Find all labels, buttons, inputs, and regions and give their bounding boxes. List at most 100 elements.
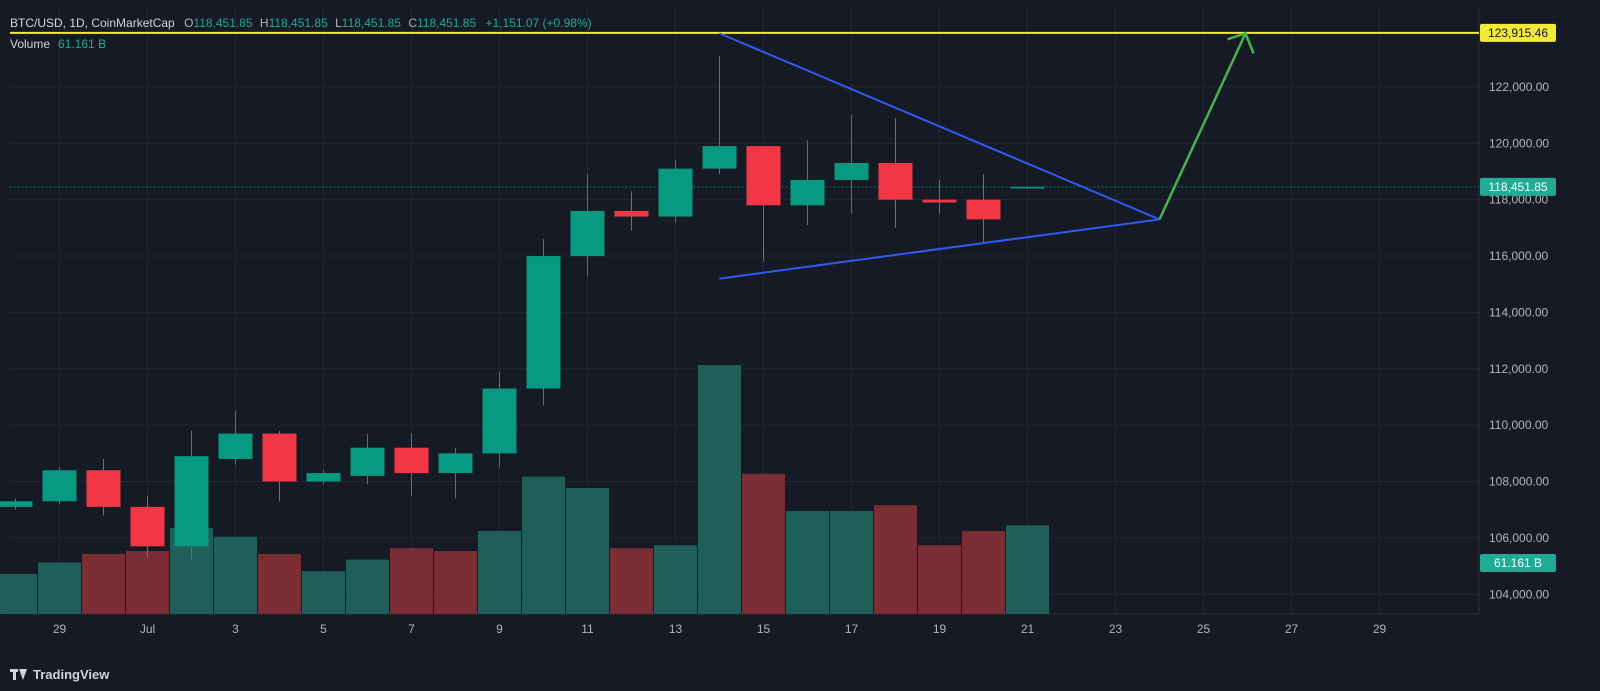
candle-body[interactable] (482, 388, 517, 454)
volume-bar (522, 476, 565, 614)
x-tick-label: Jul (140, 622, 155, 636)
volume-bar (1006, 525, 1049, 614)
triangle-upper-line[interactable] (719, 32, 1160, 221)
volume-bar (654, 545, 697, 614)
y-tick-label: 106,000.00 (1489, 531, 1549, 545)
volume-bar (390, 548, 433, 614)
y-tick-label: 104,000.00 (1489, 587, 1549, 601)
high-label: H (259, 16, 269, 30)
volume-bar (478, 531, 521, 614)
current-price-badge-label: 118,451.85 (1488, 180, 1547, 194)
x-tick-label: 13 (669, 622, 683, 636)
y-tick-label: 112,000.00 (1489, 362, 1548, 376)
candle-body[interactable] (1010, 186, 1045, 189)
low-label: L (335, 16, 342, 30)
y-tick-label: 122,000.00 (1489, 80, 1549, 94)
candle-body[interactable] (922, 199, 957, 203)
y-tick-label: 114,000.00 (1489, 305, 1548, 319)
volume-bar (434, 551, 477, 614)
candle-body[interactable] (702, 146, 737, 169)
volume-bar (82, 553, 125, 614)
close-value: 118,451.85 (416, 16, 477, 30)
volume-label[interactable]: Volume (10, 37, 51, 51)
breakout-arrowhead (1227, 31, 1255, 54)
volume-bar (610, 548, 653, 614)
open-value: 118,451.85 (193, 16, 253, 30)
x-tick-label: 11 (581, 622, 594, 636)
volume-badge-label: 61.161 B (1494, 556, 1542, 570)
candle-body[interactable] (130, 506, 165, 547)
volume-bar (566, 488, 609, 614)
candle-body[interactable] (438, 453, 473, 474)
volume-bar (126, 551, 169, 614)
volume-bar (874, 505, 917, 614)
candle-body[interactable] (790, 179, 825, 206)
tradingview-icon (10, 669, 28, 680)
candle-body[interactable] (174, 456, 209, 547)
candle-body[interactable] (42, 470, 77, 502)
symbol-label[interactable]: BTC/USD, 1D, CoinMarketCap (10, 16, 175, 30)
y-tick-label: 108,000.00 (1489, 475, 1549, 489)
candle-body[interactable] (0, 501, 33, 507)
x-tick-label: 5 (320, 622, 327, 636)
x-tick-label: 15 (757, 622, 771, 636)
candle-body[interactable] (394, 447, 429, 474)
ohlc-legend: BTC/USD, 1D, CoinMarketCap O118,451.85 H… (10, 16, 592, 30)
volume-bar (918, 545, 961, 614)
x-tick-label: 17 (845, 622, 859, 636)
x-tick-label: 3 (232, 622, 239, 636)
volume-bar (742, 473, 785, 614)
candle-body[interactable] (86, 470, 121, 507)
volume-legend: Volume 61.161 B (10, 37, 106, 51)
volume-bar (962, 531, 1005, 614)
high-value: 118,451.85 (268, 16, 328, 30)
volume-bar (346, 559, 389, 614)
candle-body[interactable] (834, 163, 869, 180)
y-tick-label: 118,000.00 (1489, 193, 1548, 207)
volume-bar (302, 571, 345, 614)
y-tick-label: 116,000.00 (1489, 249, 1548, 263)
y-tick-label: 120,000.00 (1489, 136, 1549, 150)
triangle-lower-line[interactable] (719, 218, 1160, 280)
volume-badge (1480, 554, 1556, 572)
close-label: C (408, 16, 417, 30)
candle-body[interactable] (350, 447, 385, 476)
candle-body[interactable] (746, 146, 781, 206)
volume-value: 61.161 B (58, 37, 107, 51)
brand-label: TradingView (33, 667, 110, 682)
candle-body[interactable] (614, 210, 649, 217)
low-value: 118,451.85 (341, 16, 401, 30)
x-tick-label: 9 (496, 622, 503, 636)
volume-bar (38, 562, 81, 614)
breakout-arrow-line[interactable] (1158, 32, 1247, 220)
candle-body[interactable] (966, 199, 1001, 220)
tradingview-logo[interactable]: TradingView (10, 667, 109, 682)
resistance-badge (1480, 23, 1556, 42)
open-label: O (184, 16, 194, 30)
volume-bar (698, 365, 741, 614)
x-tick-label: 7 (408, 622, 415, 636)
x-tick-label: 19 (933, 622, 947, 636)
candle-body[interactable] (306, 473, 341, 482)
candle-body[interactable] (218, 433, 253, 459)
candle-body[interactable] (526, 256, 561, 389)
candle-body[interactable] (262, 433, 297, 482)
x-tick-label: 27 (1285, 622, 1299, 636)
x-tick-label: 23 (1109, 622, 1123, 636)
change-value: +1,151.07 (+0.98%) (485, 16, 592, 30)
y-tick-label: 110,000.00 (1489, 418, 1548, 432)
x-tick-label: 25 (1197, 622, 1211, 636)
x-tick-label: 29 (1373, 622, 1387, 636)
volume-bar (0, 573, 37, 614)
x-tick-label: 29 (53, 622, 67, 636)
x-tick-label: 21 (1021, 622, 1035, 636)
current-price-badge (1480, 177, 1556, 196)
candle-body[interactable] (570, 210, 605, 257)
candle-body[interactable] (878, 163, 913, 200)
candle-body[interactable] (658, 168, 693, 217)
volume-bar (214, 536, 257, 614)
volume-bar (786, 510, 829, 614)
volume-bar (258, 553, 301, 614)
